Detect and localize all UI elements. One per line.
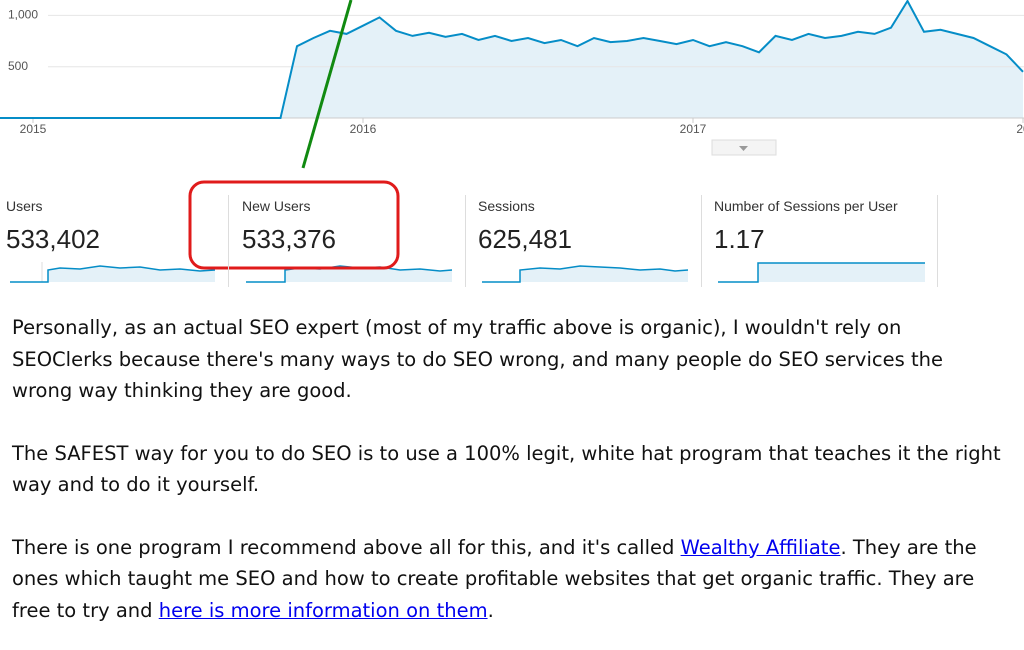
scorecard-value: 625,481: [478, 224, 572, 254]
scorecard-label: Users: [6, 198, 43, 214]
sparkline: [718, 262, 925, 283]
article-text: Personally, as an actual SEO expert (mos…: [12, 312, 1002, 650]
paragraph: Personally, as an actual SEO expert (mos…: [12, 316, 943, 402]
x-tick-label: 20: [1016, 122, 1024, 136]
scorecard-label: New Users: [242, 198, 311, 214]
y-tick-label: 500: [8, 59, 28, 73]
caret: [739, 146, 748, 151]
scorecard[interactable]: Number of Sessions per User 1.17: [714, 198, 939, 255]
line: [0, 0, 1024, 119]
chart: 500 1,000 2015 2016 2017 20: [0, 0, 1024, 283]
sparkline-area: [10, 266, 215, 282]
scorecard[interactable]: Users 533,402: [6, 198, 231, 255]
scorecard[interactable]: Sessions 625,481: [478, 198, 703, 255]
scorecard-label: Number of Sessions per User: [714, 198, 898, 214]
sparkline: [10, 265, 216, 283]
x-tick-label: 2017: [680, 122, 707, 136]
separator: [937, 195, 938, 287]
text: .: [487, 598, 494, 622]
separator: [228, 195, 229, 287]
scorecard-value: 533,402: [6, 224, 100, 254]
paragraph: There is one program I recommend above a…: [12, 532, 1002, 627]
text: . They are the ones which taught me SEO …: [12, 535, 977, 622]
x-tick-label: 2016: [350, 122, 377, 136]
scorecard-value: 1.17: [714, 224, 765, 254]
x-tick-label: 2015: [20, 122, 47, 136]
separator: [701, 195, 702, 287]
link[interactable]: here is more information on them: [158, 598, 488, 622]
pointer-arrow: [301, 0, 353, 169]
scorecard[interactable]: New Users 533,376: [242, 198, 467, 255]
sparkline: [482, 265, 689, 283]
scorecard-label: Sessions: [478, 198, 535, 214]
link[interactable]: Wealthy Affiliate: [680, 535, 841, 559]
scorecard-value: 533,376: [242, 224, 336, 254]
text: There is one program I recommend above a…: [12, 535, 681, 559]
paragraph: The SAFEST way for you to do SEO is to u…: [12, 441, 1001, 497]
y-tick-label: 1,000: [8, 8, 38, 22]
sparkline-area: [718, 263, 925, 282]
area: [0, 1, 1023, 118]
highlight-box: [188, 180, 400, 270]
separator: [465, 195, 466, 287]
